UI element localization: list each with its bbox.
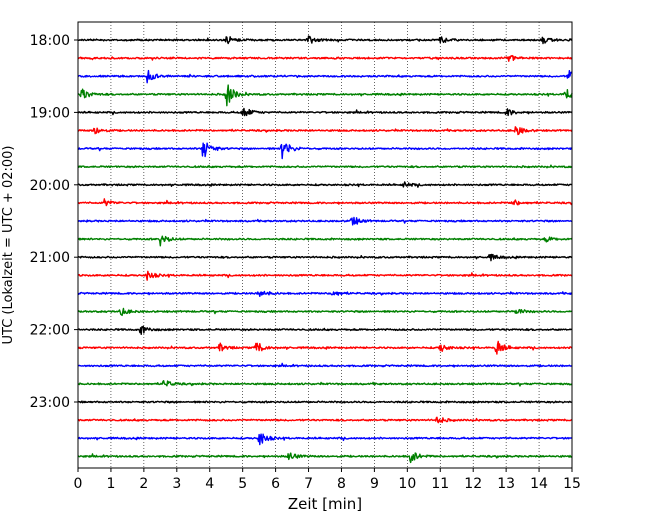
seismogram-trace (77, 325, 573, 335)
seismogram-trace (77, 216, 573, 226)
x-tick-label: 8 (337, 476, 346, 492)
y-tick-label: 20:00 (30, 178, 70, 194)
seismogram-trace (77, 69, 573, 84)
seismogram-trace (77, 235, 573, 247)
x-tick-label: 9 (370, 476, 379, 492)
seismogram-trace (77, 84, 573, 107)
x-tick-label: 1 (106, 476, 115, 492)
seismogram-trace (77, 107, 573, 117)
seismogram-trace (77, 54, 573, 62)
seismogram-trace (77, 198, 573, 207)
x-tick-label: 4 (205, 476, 214, 492)
x-axis-label: Zeit [min] (288, 495, 362, 513)
seismogram-trace (77, 35, 573, 45)
seismogram-trace (77, 433, 573, 446)
trace-group (77, 35, 573, 464)
x-tick-label: 6 (271, 476, 280, 492)
plot-frame (77, 21, 573, 469)
y-axis-label: UTC (Lokalzeit = UTC + 02:00) (1, 146, 16, 345)
seismogram-trace (77, 307, 573, 317)
seismogram-trace (77, 416, 573, 424)
seismogram-trace (77, 253, 573, 262)
vertical-grid (110, 22, 540, 468)
seismogram-trace (77, 452, 573, 464)
x-axis: 0 1 2 3 4 5 6 7 8 9 10 11 12 13 14 15 (74, 468, 581, 492)
x-tick-label: 15 (563, 476, 581, 492)
x-tick-label: 12 (464, 476, 482, 492)
seismogram-trace (77, 362, 573, 368)
x-tick-label: 11 (431, 476, 449, 492)
seismogram-trace (77, 181, 573, 188)
x-tick-label: 2 (139, 476, 148, 492)
y-tick-label: 18:00 (30, 33, 70, 49)
y-tick-label: 22:00 (30, 323, 70, 339)
x-tick-label: 14 (530, 476, 548, 492)
seismogram-trace (77, 340, 573, 355)
y-tick-label: 23:00 (30, 395, 70, 411)
y-tick-label: 21:00 (30, 250, 70, 266)
seismogram-trace (77, 270, 573, 281)
x-tick-label: 10 (398, 476, 416, 492)
y-tick-label: 19:00 (30, 105, 70, 121)
seismogram-trace (77, 126, 573, 136)
x-tick-label: 13 (497, 476, 515, 492)
x-tick-label: 7 (304, 476, 313, 492)
y-axis: 18:00 19:00 20:00 21:00 22:00 23:00 (30, 33, 78, 411)
seismogram-trace (77, 380, 573, 387)
seismogram-trace (77, 142, 573, 160)
x-tick-label: 0 (74, 476, 83, 492)
x-tick-label: 5 (238, 476, 247, 492)
seismogram-trace (77, 164, 573, 169)
seismogram-trace (77, 290, 573, 298)
x-tick-label: 3 (172, 476, 181, 492)
seismogram-trace (77, 400, 573, 404)
